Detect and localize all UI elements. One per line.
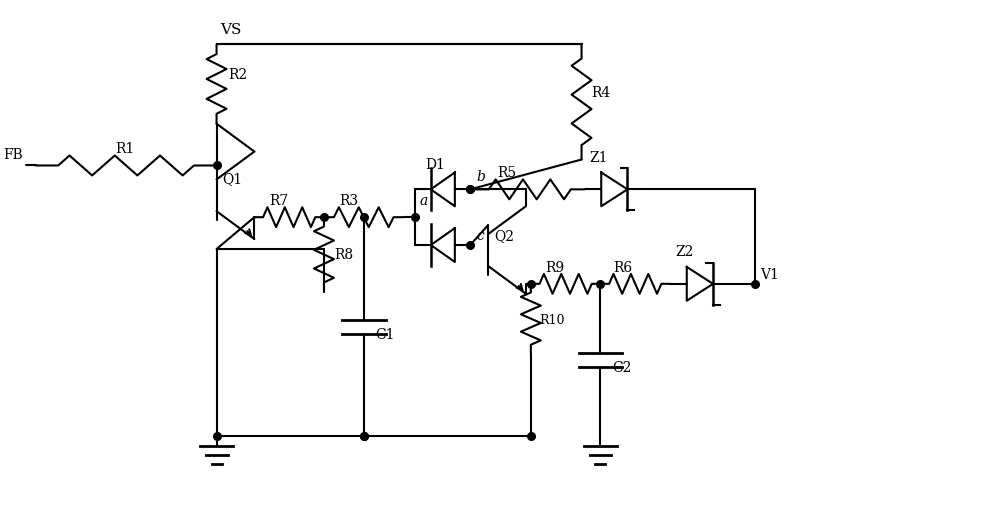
- Text: R6: R6: [613, 261, 632, 275]
- Text: R1: R1: [116, 141, 135, 156]
- Text: R4: R4: [591, 86, 611, 100]
- Text: C1: C1: [376, 328, 395, 341]
- Text: C2: C2: [612, 361, 632, 375]
- Text: VS: VS: [221, 23, 242, 37]
- Text: D1: D1: [425, 159, 445, 173]
- Text: R2: R2: [229, 68, 248, 82]
- Text: R8: R8: [334, 248, 353, 263]
- Text: V1: V1: [761, 268, 779, 282]
- Text: a: a: [419, 194, 428, 208]
- Text: c: c: [476, 229, 484, 243]
- Text: Z2: Z2: [675, 245, 693, 259]
- Text: Q2: Q2: [494, 229, 514, 243]
- Text: Z1: Z1: [590, 150, 608, 165]
- Text: FB: FB: [4, 147, 23, 162]
- Text: R10: R10: [539, 314, 564, 327]
- Text: b: b: [476, 170, 485, 184]
- Text: R9: R9: [546, 261, 565, 275]
- Text: R5: R5: [497, 167, 516, 180]
- Text: R7: R7: [269, 194, 289, 208]
- Text: R3: R3: [339, 194, 358, 208]
- Text: Q1: Q1: [223, 172, 243, 186]
